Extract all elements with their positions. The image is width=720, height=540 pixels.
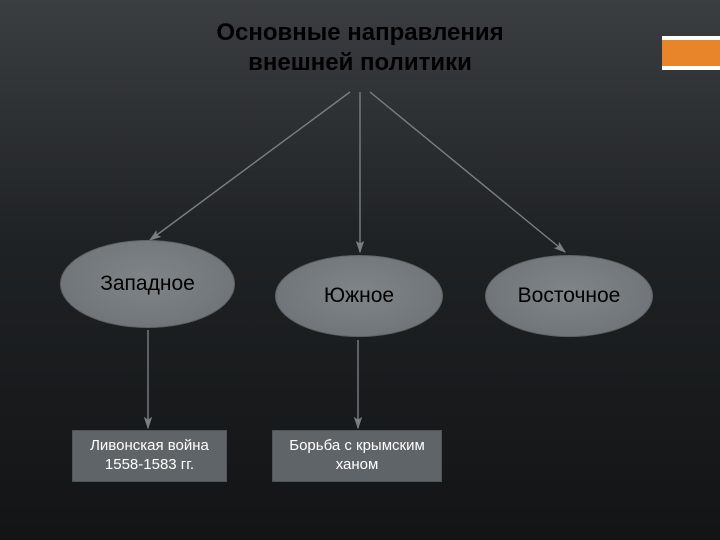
- ellipse-west: Западное: [60, 240, 235, 328]
- ellipse-south: Южное: [275, 255, 443, 337]
- title-line-2: внешней политики: [248, 49, 472, 76]
- slide: Основные направления внешней политики За…: [0, 0, 720, 540]
- crimean-line-2: ханом: [336, 456, 379, 473]
- ellipse-east: Восточное: [485, 255, 653, 337]
- slide-title: Основные направления внешней политики: [0, 18, 720, 78]
- title-line-1: Основные направления: [216, 19, 503, 46]
- rect-crimean: Борьба с крымским ханом: [272, 430, 442, 482]
- livonian-line-1: Ливонская война: [90, 437, 209, 454]
- crimean-line-1: Борьба с крымским: [289, 437, 425, 454]
- ellipse-east-label: Восточное: [518, 284, 621, 308]
- ellipse-south-label: Южное: [324, 284, 394, 308]
- rect-livonian: Ливонская война 1558-1583 гг.: [72, 430, 227, 482]
- livonian-line-2: 1558-1583 гг.: [105, 456, 194, 473]
- ellipse-west-label: Западное: [100, 272, 195, 296]
